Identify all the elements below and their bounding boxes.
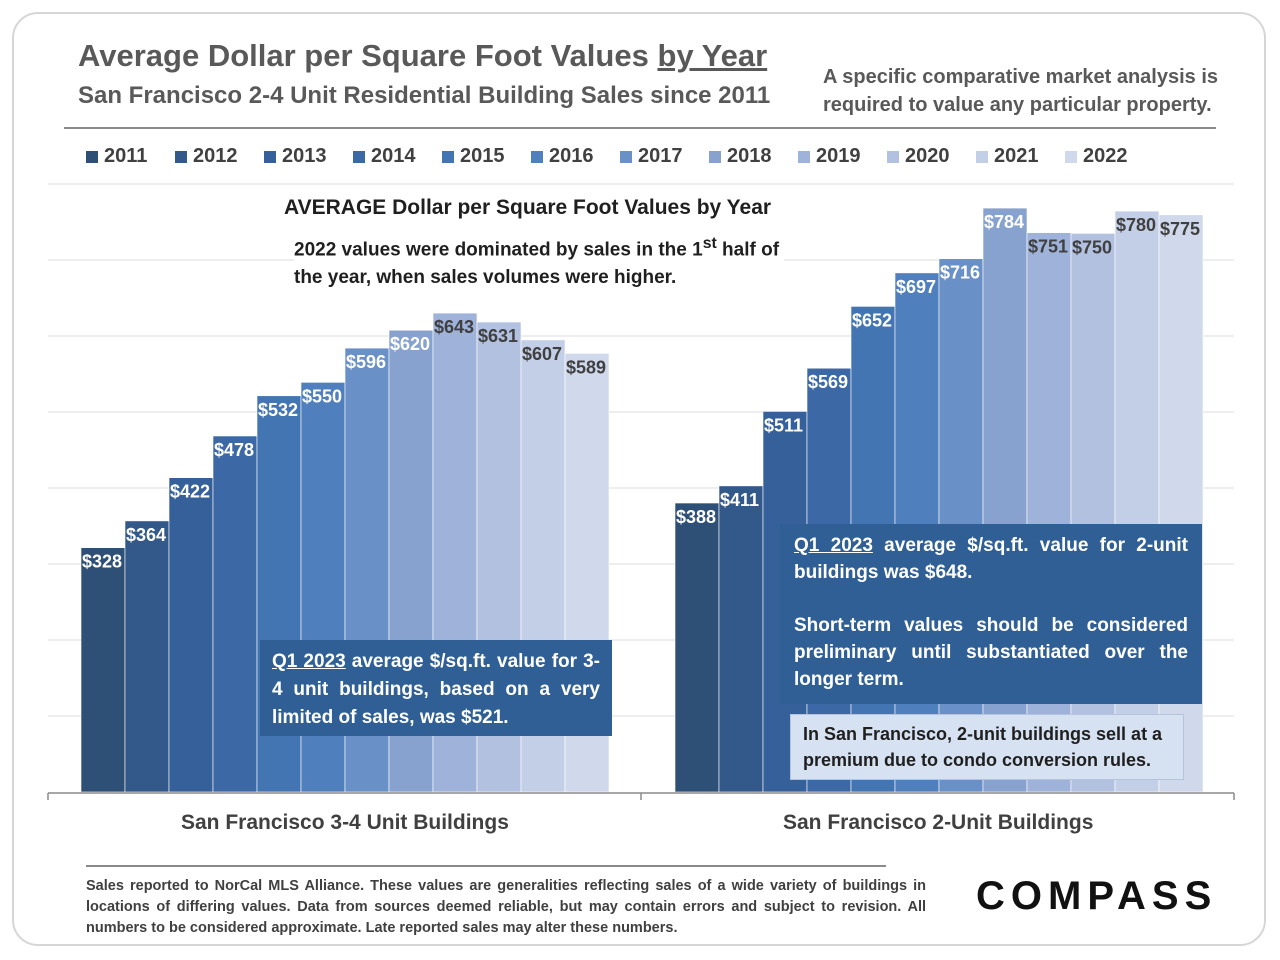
legend-item-2014: 2014 bbox=[353, 145, 442, 168]
legend-swatch bbox=[264, 150, 276, 163]
data-label-2013-group-0: $422 bbox=[170, 482, 210, 502]
legend-swatch bbox=[709, 150, 721, 163]
data-label-2019-group-1: $751 bbox=[1028, 237, 1068, 257]
legend-item-2020: 2020 bbox=[887, 145, 976, 168]
data-label-2016-group-1: $697 bbox=[896, 277, 936, 297]
data-label-2019-group-0: $643 bbox=[434, 317, 474, 337]
data-label-2013-group-1: $511 bbox=[764, 415, 803, 435]
legend-label: 2012 bbox=[193, 145, 238, 167]
data-label-2014-group-1: $569 bbox=[808, 372, 848, 392]
bar-2021-group-1 bbox=[1114, 210, 1160, 793]
legend-item-2022: 2022 bbox=[1065, 145, 1154, 168]
data-label-2021-group-1: $780 bbox=[1116, 215, 1156, 235]
bar-2012-group-0 bbox=[124, 520, 170, 793]
legend-label: 2014 bbox=[371, 145, 416, 167]
legend-label: 2021 bbox=[994, 145, 1039, 167]
data-label-2016-group-0: $550 bbox=[302, 386, 342, 406]
page-subtitle: San Francisco 2-4 Unit Residential Build… bbox=[78, 82, 771, 109]
data-label-2020-group-1: $750 bbox=[1072, 237, 1112, 257]
data-label-2021-group-0: $607 bbox=[522, 344, 562, 364]
footnote: Sales reported to NorCal MLS Alliance. T… bbox=[86, 878, 926, 936]
header-divider bbox=[64, 127, 1216, 129]
legend-swatch bbox=[887, 150, 899, 163]
legend-swatch bbox=[86, 150, 98, 163]
legend-swatch bbox=[175, 150, 187, 163]
chart-note-after: half of the year, when sales volumes wer… bbox=[294, 239, 780, 289]
legend-swatch bbox=[442, 150, 454, 163]
data-label-2012-group-0: $364 bbox=[126, 525, 166, 545]
chart-note-sup: st bbox=[702, 235, 717, 252]
legend-item-2016: 2016 bbox=[531, 145, 620, 168]
legend-label: 2017 bbox=[638, 145, 683, 167]
data-label-2012-group-1: $411 bbox=[720, 490, 759, 510]
data-label-2017-group-1: $716 bbox=[940, 263, 980, 283]
legend-item-2018: 2018 bbox=[709, 145, 798, 168]
legend-item-2021: 2021 bbox=[976, 145, 1065, 168]
compass-logo: COMPASS bbox=[976, 874, 1218, 918]
group-label-3-4-unit: San Francisco 3-4 Unit Buildings bbox=[181, 811, 509, 834]
data-label-2017-group-0: $596 bbox=[346, 352, 386, 372]
title-underlined: by Year bbox=[657, 38, 768, 73]
legend-item-2011: 2011 bbox=[86, 145, 175, 168]
chart-note-title: AVERAGE Dollar per Square Foot Values by… bbox=[284, 196, 772, 219]
legend-swatch bbox=[976, 150, 988, 163]
data-label-2011-group-1: $388 bbox=[676, 507, 716, 527]
data-label-2015-group-0: $532 bbox=[258, 400, 298, 420]
data-label-2011-group-0: $328 bbox=[82, 552, 122, 572]
data-label-2022-group-0: $589 bbox=[566, 357, 606, 377]
legend-item-2015: 2015 bbox=[442, 145, 531, 168]
slide-frame bbox=[12, 12, 1266, 946]
legend-label: 2015 bbox=[460, 145, 505, 167]
callout-2-period: Q1 2023 bbox=[794, 535, 873, 556]
title-main: Average Dollar per Square Foot Values bbox=[78, 38, 658, 73]
legend-label: 2019 bbox=[816, 145, 861, 167]
legend-label: 2013 bbox=[282, 145, 327, 167]
data-label-2015-group-1: $652 bbox=[852, 310, 892, 330]
legend-label: 2018 bbox=[727, 145, 772, 167]
legend-swatch bbox=[620, 150, 632, 163]
legend-item-2012: 2012 bbox=[175, 145, 264, 168]
disclaimer-note: A specific comparative market analysis i… bbox=[823, 66, 1219, 116]
bar-2011-group-1 bbox=[674, 502, 720, 793]
legend-swatch bbox=[1065, 150, 1077, 163]
chart-note-before: 2022 values were dominated by sales in t… bbox=[294, 239, 703, 261]
bar-2022-group-1 bbox=[1158, 214, 1204, 793]
bar-2014-group-0 bbox=[212, 435, 258, 793]
group-label-2-unit: San Francisco 2-Unit Buildings bbox=[783, 811, 1094, 834]
legend-swatch bbox=[798, 150, 810, 163]
chart-note-body: 2022 values were dominated by sales in t… bbox=[294, 230, 784, 293]
legend-swatch bbox=[531, 150, 543, 163]
page-title: Average Dollar per Square Foot Values by… bbox=[78, 38, 767, 74]
legend-item-2013: 2013 bbox=[264, 145, 353, 168]
data-label-2018-group-1: $784 bbox=[984, 212, 1024, 232]
legend-item-2019: 2019 bbox=[798, 145, 887, 168]
legend-label: 2020 bbox=[905, 145, 950, 167]
bar-2020-group-1 bbox=[1070, 233, 1116, 793]
bar-2012-group-1 bbox=[718, 485, 764, 793]
data-label-2020-group-0: $631 bbox=[478, 326, 518, 346]
legend-swatch bbox=[353, 150, 365, 163]
data-label-2018-group-0: $620 bbox=[390, 334, 430, 354]
callout-3-4-unit: Q1 2023 average $/sq.ft. value for 3-4 u… bbox=[260, 640, 612, 736]
data-label-2014-group-0: $478 bbox=[214, 440, 254, 460]
bar-2011-group-0 bbox=[80, 547, 126, 793]
chart-legend: 2011 2012 2013 2014 2015 2016 2017 2018 2019 2020… bbox=[86, 145, 1154, 168]
bar-2013-group-0 bbox=[168, 477, 214, 793]
legend-label: 2011 bbox=[104, 145, 148, 167]
legend-item-2017: 2017 bbox=[620, 145, 709, 168]
bar-2018-group-1 bbox=[982, 207, 1028, 793]
callout-3-4-text: average $/sq.ft. value for 3-4 unit buil… bbox=[272, 651, 600, 728]
data-label-2022-group-1: $775 bbox=[1160, 219, 1200, 239]
callout-2-text: average $/sq.ft. value for 2-unit buildi… bbox=[794, 535, 1188, 583]
legend-label: 2016 bbox=[549, 145, 594, 167]
callout-2-unit: Q1 2023 average $/sq.ft. value for 2-uni… bbox=[780, 524, 1202, 704]
condo-note: In San Francisco, 2-unit buildings sell … bbox=[790, 714, 1184, 780]
callout-3-4-period: Q1 2023 bbox=[272, 651, 346, 672]
bar-2019-group-1 bbox=[1026, 232, 1072, 793]
legend-label: 2022 bbox=[1083, 145, 1128, 167]
callout-2-para2: Short-term values should be considered p… bbox=[794, 615, 1188, 690]
footer-divider bbox=[86, 865, 886, 867]
